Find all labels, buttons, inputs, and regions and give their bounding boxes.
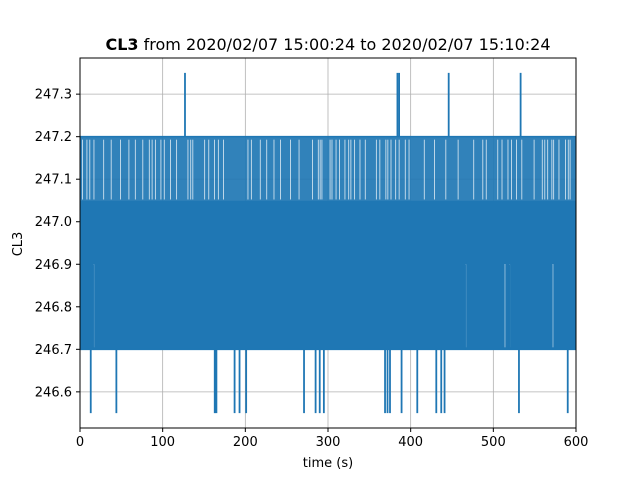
- y-tick-label: 247.0: [35, 215, 72, 230]
- y-tick-label: 246.7: [35, 343, 72, 358]
- x-tick-label: 0: [76, 435, 84, 450]
- y-tick-label: 247.1: [35, 173, 72, 188]
- chart-title-signal: CL3: [105, 35, 138, 54]
- y-tick-label: 247.2: [35, 130, 72, 145]
- axes-layer: 0 100 200 300 400 500 600 246.6 246.7 246.8 246.9 2…: [35, 57, 589, 450]
- series-band-main: [80, 200, 576, 350]
- x-tick-label: 500: [481, 435, 506, 450]
- x-tick-label: 300: [316, 435, 341, 450]
- chart-title-range: from 2020/02/07 15:00:24 to 2020/02/07 1…: [139, 35, 551, 54]
- x-tick-label: 100: [150, 435, 175, 450]
- chart-title: CL3 from 2020/02/07 15:00:24 to 2020/02/…: [105, 35, 550, 54]
- y-tick-label: 246.8: [35, 300, 72, 315]
- x-axis-label: time (s): [303, 456, 353, 471]
- y-tick-label: 247.3: [35, 88, 72, 103]
- data-layer: [80, 72, 576, 414]
- x-tick-label: 600: [564, 435, 589, 450]
- x-tick-label: 400: [398, 435, 423, 450]
- series-band-upper: [80, 136, 576, 201]
- x-tick-label: 200: [233, 435, 258, 450]
- y-axis-label: CL3: [11, 232, 26, 257]
- y-tick-label: 246.6: [35, 385, 72, 400]
- y-tick-label: 246.9: [35, 258, 72, 273]
